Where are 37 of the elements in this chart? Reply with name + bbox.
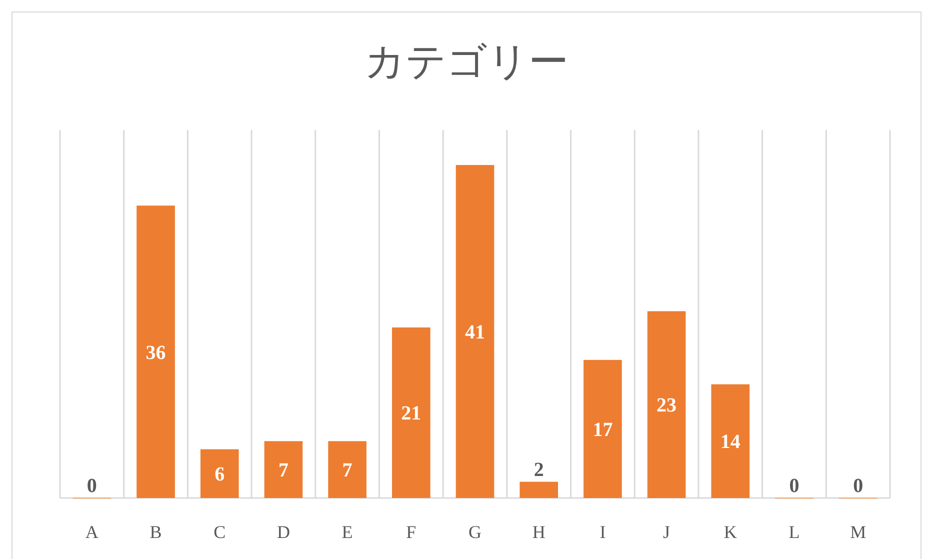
bar — [711, 384, 750, 498]
data-label: 7 — [342, 460, 352, 482]
x-tick-label: F — [406, 522, 416, 542]
data-label: 2 — [534, 458, 544, 481]
x-tick-label: I — [600, 522, 606, 542]
bar — [584, 360, 622, 498]
data-label: 21 — [401, 402, 422, 425]
bar — [520, 482, 558, 498]
data-label: 0 — [853, 475, 864, 497]
x-tick-label: D — [276, 522, 290, 542]
data-label: 6 — [214, 464, 225, 486]
chart-title: カテゴリー — [364, 39, 568, 85]
x-tick-label: C — [214, 522, 226, 542]
data-label: 0 — [86, 475, 97, 497]
data-label: 23 — [656, 394, 677, 417]
x-tick-label: H — [532, 522, 546, 542]
data-label: 0 — [789, 475, 800, 497]
x-tick-label: B — [150, 522, 162, 542]
x-tick-label: E — [342, 522, 353, 542]
data-label: 14 — [720, 431, 740, 454]
x-tick-label: M — [850, 522, 866, 542]
data-label: 41 — [465, 322, 485, 344]
bar — [200, 449, 239, 498]
data-label: 36 — [146, 342, 166, 364]
x-tick-label: K — [724, 522, 737, 542]
bar — [328, 441, 366, 498]
x-tick-label: J — [663, 522, 670, 542]
data-label: 7 — [278, 460, 288, 482]
bar — [456, 165, 494, 498]
x-tick-label: A — [85, 522, 98, 542]
data-label: 17 — [592, 418, 613, 441]
x-tick-label: L — [788, 522, 800, 542]
x-tick-label: G — [468, 522, 482, 542]
bar — [647, 311, 686, 498]
bar — [136, 206, 175, 498]
bar — [264, 441, 303, 498]
bar — [392, 327, 430, 498]
